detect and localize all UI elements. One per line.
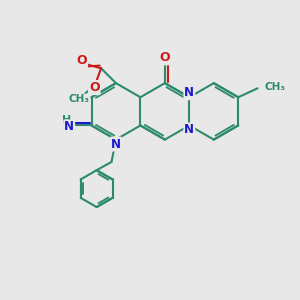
Text: N: N xyxy=(184,86,194,99)
Text: CH₃: CH₃ xyxy=(68,94,89,104)
Text: N: N xyxy=(184,123,194,136)
Text: H: H xyxy=(61,115,71,125)
Text: O: O xyxy=(160,51,170,64)
Text: N: N xyxy=(111,138,121,151)
Text: N: N xyxy=(64,121,74,134)
Text: O: O xyxy=(76,54,87,67)
Text: O: O xyxy=(89,81,100,94)
Text: CH₃: CH₃ xyxy=(265,82,286,92)
